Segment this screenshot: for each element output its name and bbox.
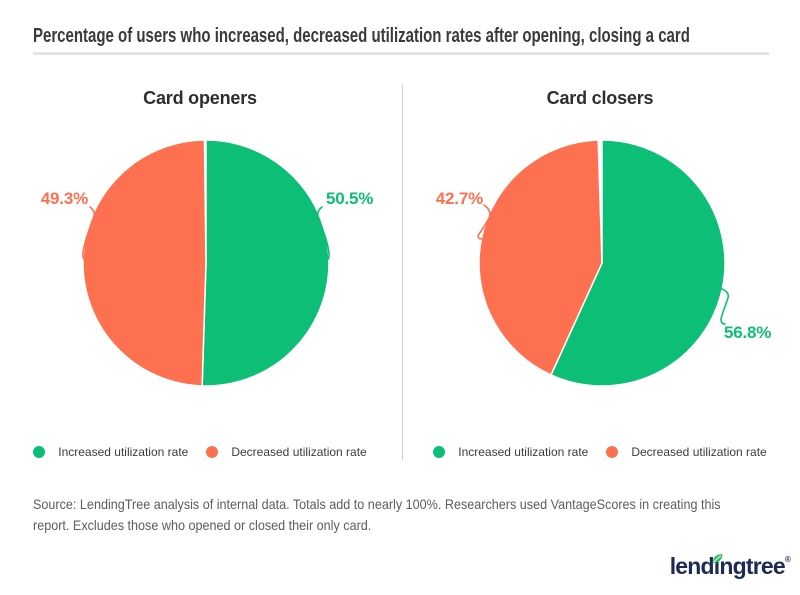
panel-divider [402,85,403,460]
source-note: Source: LendingTree analysis of internal… [33,494,721,535]
legend-label-decreased: Decreased utilization rate [631,445,767,459]
registered-mark: ® [784,555,791,564]
legend-label-increased: Increased utilization rate [458,445,589,459]
source-note-line1: Source: LendingTree analysis of internal… [33,496,721,512]
legend-item-decreased: Decreased utilization rate [606,445,767,459]
legend-item-increased: Increased utilization rate [33,445,188,459]
increased-swatch-icon [33,446,46,458]
increased-swatch-icon [433,446,446,458]
pie-slice [82,139,207,387]
label-closers-decreased-pct: 42.7% [435,189,483,208]
chart-title-card-closers: Card closers [546,88,654,108]
pie-slice [201,139,330,387]
decreased-swatch-icon [606,446,619,458]
pie-chart-card-closers [478,139,726,387]
title-divider [33,52,769,55]
legend-item-decreased: Decreased utilization rate [206,445,367,459]
label-closers-increased-pct: 56.8% [724,323,772,342]
decreased-swatch-icon [206,446,219,458]
lendingtree-logo: lend ıngtree® [669,553,791,579]
legend-item-increased: Increased utilization rate [433,445,588,459]
page-title: Percentage of users who increased, decre… [33,25,690,47]
logo-dotless-i: ı [712,554,723,578]
pie-chart-card-openers [82,139,330,387]
leaf-icon [712,554,723,563]
legend-card-openers: Increased utilization rate Decreased uti… [0,444,400,460]
label-openers-increased-pct: 50.5% [326,189,374,208]
logo-text-post: ngtree [719,553,785,579]
logo-text-pre: lend [669,553,715,579]
legend-card-closers: Increased utilization rate Decreased uti… [400,444,800,460]
chart-title-card-openers: Card openers [143,88,257,108]
legend-label-decreased: Decreased utilization rate [231,445,367,459]
legend-label-increased: Increased utilization rate [58,445,189,459]
source-note-line2: report. Excludes those who opened or clo… [33,516,372,533]
label-openers-decreased-pct: 49.3% [40,189,88,208]
